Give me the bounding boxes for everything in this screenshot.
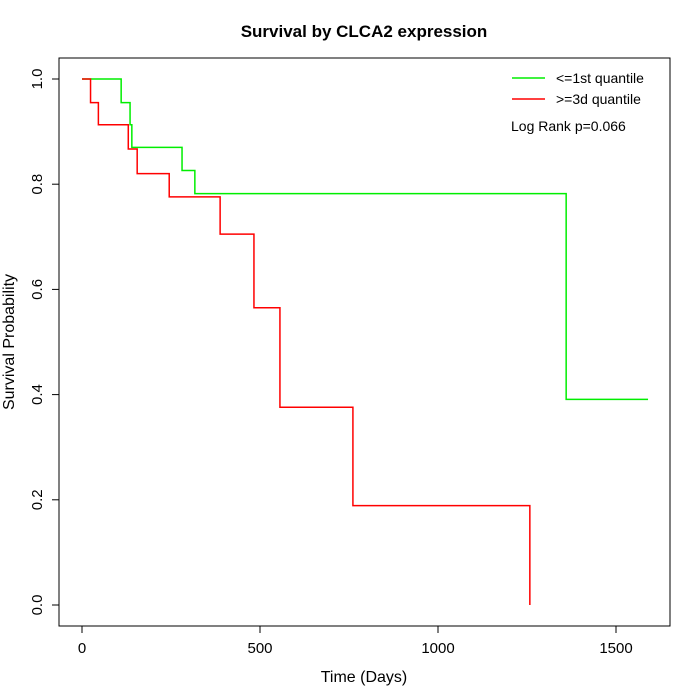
x-axis-label: Time (Days)	[321, 669, 408, 686]
log-rank-annotation: Log Rank p=0.066	[511, 118, 626, 134]
y-tick-label: 0.6	[29, 279, 46, 300]
x-tick-label: 500	[247, 640, 272, 657]
x-tick-label: 1000	[421, 640, 454, 657]
y-tick-label: 0.2	[29, 489, 46, 510]
plot-frame	[58, 57, 671, 627]
survival-curve-high	[82, 78, 531, 605]
x-axis: 0 500 1000 1500	[78, 625, 633, 657]
x-tick-label: 1500	[599, 640, 632, 657]
series-group	[82, 78, 649, 605]
y-tick-label: 0.8	[29, 174, 46, 195]
legend: <=1st quantile >=3d quantile	[512, 70, 644, 107]
legend-label-low: <=1st quantile	[556, 70, 644, 86]
y-tick-label: 1.0	[29, 69, 46, 90]
legend-label-high: >=3d quantile	[556, 91, 641, 107]
y-axis: 0.0 0.2 0.4 0.6 0.8 1.0	[29, 69, 60, 616]
x-tick-label: 0	[78, 640, 86, 657]
y-tick-label: 0.4	[29, 384, 46, 405]
chart-title: Survival by CLCA2 expression	[241, 22, 488, 41]
survival-curve-low	[82, 78, 649, 401]
y-tick-label: 0.0	[29, 595, 46, 616]
y-axis-label: Survival Probability	[1, 274, 18, 410]
